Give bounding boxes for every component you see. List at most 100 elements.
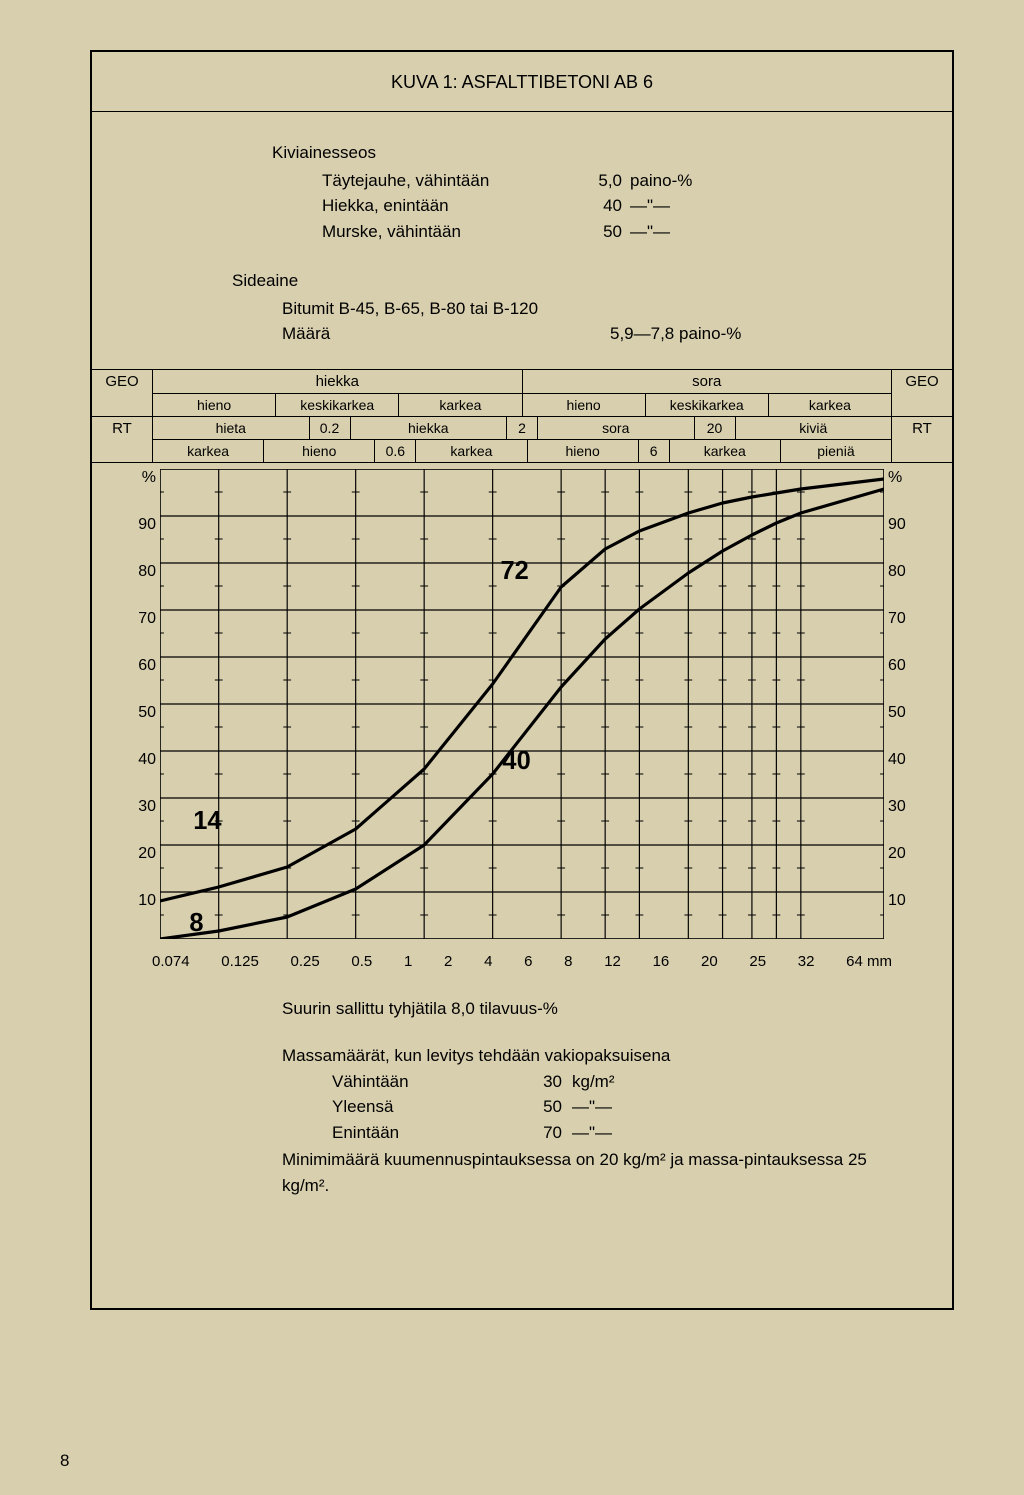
mass-label: Vähintään — [282, 1069, 512, 1095]
spec-label: Murske, vähintään — [272, 219, 552, 245]
spec-val: 40 — [552, 193, 622, 219]
y-tick: 40 — [106, 751, 156, 769]
figure-frame: KUVA 1: ASFALTTIBETONI AB 6 Kiviainesseo… — [90, 50, 954, 1310]
x-tick: 20 — [701, 953, 718, 970]
y-tick: % — [888, 469, 938, 487]
hdr-sub: karkea — [769, 394, 891, 416]
sideaine-heading: Sideaine — [232, 268, 912, 294]
x-tick: 0.125 — [221, 953, 259, 970]
hdr-sub: hiekka — [351, 417, 508, 439]
hdr-cell: RT — [92, 417, 153, 462]
chart-plot: 72 40 14 8 — [160, 469, 884, 939]
y-axis-left: % 90 80 70 60 50 40 30 20 10 — [102, 469, 160, 939]
x-tick: 4 — [484, 953, 492, 970]
mass-val: 30 — [512, 1069, 562, 1095]
y-tick: 80 — [888, 563, 938, 581]
spec-unit: —"— — [622, 219, 670, 245]
spec-row: Hiekka, enintään 40 —"— — [272, 193, 912, 219]
page: KUVA 1: ASFALTTIBETONI AB 6 Kiviainesseo… — [0, 0, 1024, 1495]
kiviaines-block: Kiviainesseos Täytejauhe, vähintään 5,0 … — [92, 112, 952, 268]
hdr-sub: karkea — [153, 440, 264, 462]
hdr-cell: RT — [892, 417, 952, 462]
hdr-sub: karkea — [416, 440, 527, 462]
hdr-sub: sora — [538, 417, 695, 439]
y-tick: 50 — [888, 704, 938, 722]
mass-val: 70 — [512, 1120, 562, 1146]
spec-row: Murske, vähintään 50 —"— — [272, 219, 912, 245]
y-tick: 10 — [106, 892, 156, 910]
hdr-sub: pieniä — [781, 440, 891, 462]
y-tick: % — [106, 469, 156, 487]
x-tick: 0.5 — [351, 953, 372, 970]
chart-label: 72 — [500, 556, 528, 584]
kiviaines-heading: Kiviainesseos — [272, 140, 912, 166]
hdr-sub: karkea — [399, 394, 521, 416]
x-axis: 0.0740.1250.250.512468121620253264 mm — [92, 949, 952, 970]
page-number: 8 — [60, 1451, 69, 1471]
x-tick: 16 — [653, 953, 670, 970]
x-tick: 25 — [749, 953, 766, 970]
y-tick: 20 — [106, 845, 156, 863]
hdr-sub: kiviä — [736, 417, 892, 439]
mass-row: Enintään 70 —"— — [282, 1120, 892, 1146]
y-tick: 50 — [106, 704, 156, 722]
hdr-sub: hieta — [153, 417, 310, 439]
x-tick: 6 — [524, 953, 532, 970]
note-line: Suurin sallittu tyhjätila 8,0 tilavuus-% — [282, 996, 892, 1022]
hdr-cell: sora hieno keskikarkea karkea — [523, 370, 893, 416]
sideaine-block: Sideaine Bitumit B-45, B-65, B-80 tai B-… — [92, 268, 952, 369]
x-tick: 0.25 — [291, 953, 320, 970]
y-tick: 60 — [106, 657, 156, 675]
hdr-sub: 0.6 — [375, 440, 416, 462]
y-tick: 90 — [888, 516, 938, 534]
y-tick: 60 — [888, 657, 938, 675]
bottom-notes: Suurin sallittu tyhjätila 8,0 tilavuus-%… — [92, 970, 952, 1309]
hdr-cell: GEO — [92, 370, 153, 416]
hdr-span: sora — [523, 370, 892, 394]
hdr-sub: hieno — [264, 440, 375, 462]
y-tick: 30 — [106, 798, 156, 816]
hdr-sub: 0.2 — [310, 417, 351, 439]
mass-label: Enintään — [282, 1120, 512, 1146]
y-tick: 70 — [106, 610, 156, 628]
chart-label: 40 — [502, 746, 530, 774]
spec-row: Täytejauhe, vähintään 5,0 paino-% — [272, 168, 912, 194]
spec-label: Määrä — [232, 321, 602, 347]
y-tick: 90 — [106, 516, 156, 534]
spec-val: 50 — [552, 219, 622, 245]
mass-label: Yleensä — [282, 1094, 512, 1120]
mass-row: Vähintään 30 kg/m² — [282, 1069, 892, 1095]
x-tick: 8 — [564, 953, 572, 970]
y-tick: 80 — [106, 563, 156, 581]
hdr-sub: keskikarkea — [276, 394, 399, 416]
hdr-cell: hieta 0.2 hiekka 2 sora 20 kiviä karkea … — [153, 417, 892, 462]
x-tick: 64 mm — [846, 953, 892, 970]
hdr-sub: hieno — [528, 440, 639, 462]
figure-title: KUVA 1: ASFALTTIBETONI AB 6 — [92, 52, 952, 112]
y-tick: 20 — [888, 845, 938, 863]
spec-unit: —"— — [622, 193, 670, 219]
chart-label: 14 — [193, 806, 222, 834]
spec-unit: paino-% — [622, 168, 692, 194]
sieve-chart: % 90 80 70 60 50 40 30 20 10 72 40 14 8 % 90 80 70 60 50 4… — [92, 463, 952, 949]
spec-row: Määrä 5,9—7,8 paino-% — [232, 321, 912, 347]
mass-unit: kg/m² — [562, 1069, 615, 1095]
hdr-cell: GEO — [892, 370, 952, 416]
hdr-sub: hieno — [153, 394, 276, 416]
mass-val: 50 — [512, 1094, 562, 1120]
y-tick: 30 — [888, 798, 938, 816]
mass-row: Yleensä 50 —"— — [282, 1094, 892, 1120]
spec-val: 5,0 — [552, 168, 622, 194]
hdr-sub: hieno — [523, 394, 646, 416]
mass-heading: Massamäärät, kun levitys tehdään vakiopa… — [282, 1043, 892, 1069]
y-tick: 70 — [888, 610, 938, 628]
mass-unit: —"— — [562, 1094, 612, 1120]
hdr-sub: keskikarkea — [646, 394, 769, 416]
chart-label: 8 — [189, 908, 203, 936]
x-tick: 1 — [404, 953, 412, 970]
spec-label: Täytejauhe, vähintään — [272, 168, 552, 194]
note-tail: Minimimäärä kuumennuspintauksessa on 20 … — [282, 1147, 892, 1198]
y-tick: 40 — [888, 751, 938, 769]
x-tick: 12 — [604, 953, 621, 970]
mass-unit: —"— — [562, 1120, 612, 1146]
